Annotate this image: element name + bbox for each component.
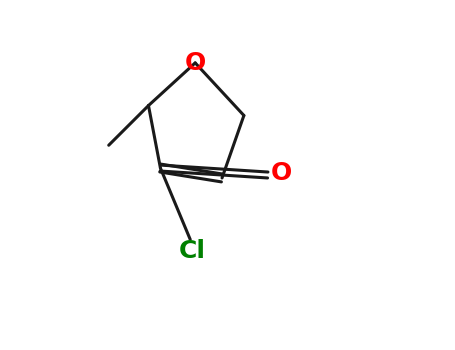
Text: Cl: Cl — [179, 239, 206, 264]
Text: O: O — [271, 161, 292, 185]
Text: O: O — [185, 51, 206, 75]
